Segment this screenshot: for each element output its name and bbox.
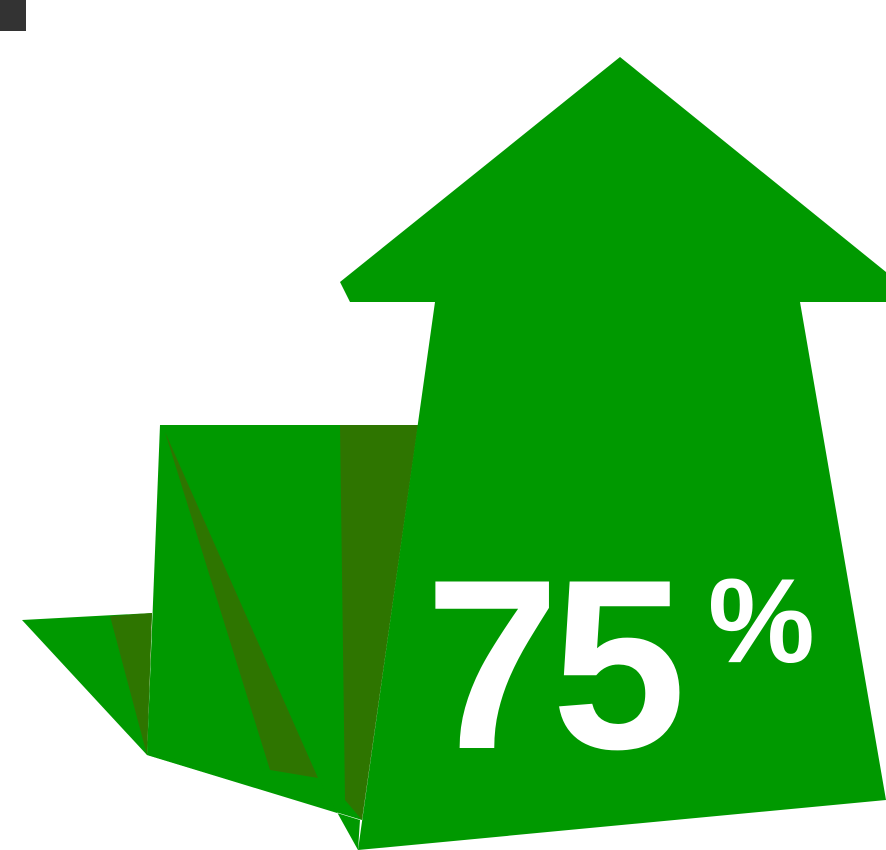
ribbon-tail-shadow <box>110 613 152 755</box>
percent-value: 75 <box>425 530 680 800</box>
ribbon-bottom-strip <box>147 755 360 850</box>
ribbon-folds <box>22 425 418 850</box>
ribbon-panel-shadow-right <box>340 425 418 820</box>
ribbon-fold-shadow <box>165 432 318 778</box>
corner-block <box>0 0 26 31</box>
up-arrow-icon <box>340 57 886 850</box>
percent-sign: % <box>708 554 815 688</box>
